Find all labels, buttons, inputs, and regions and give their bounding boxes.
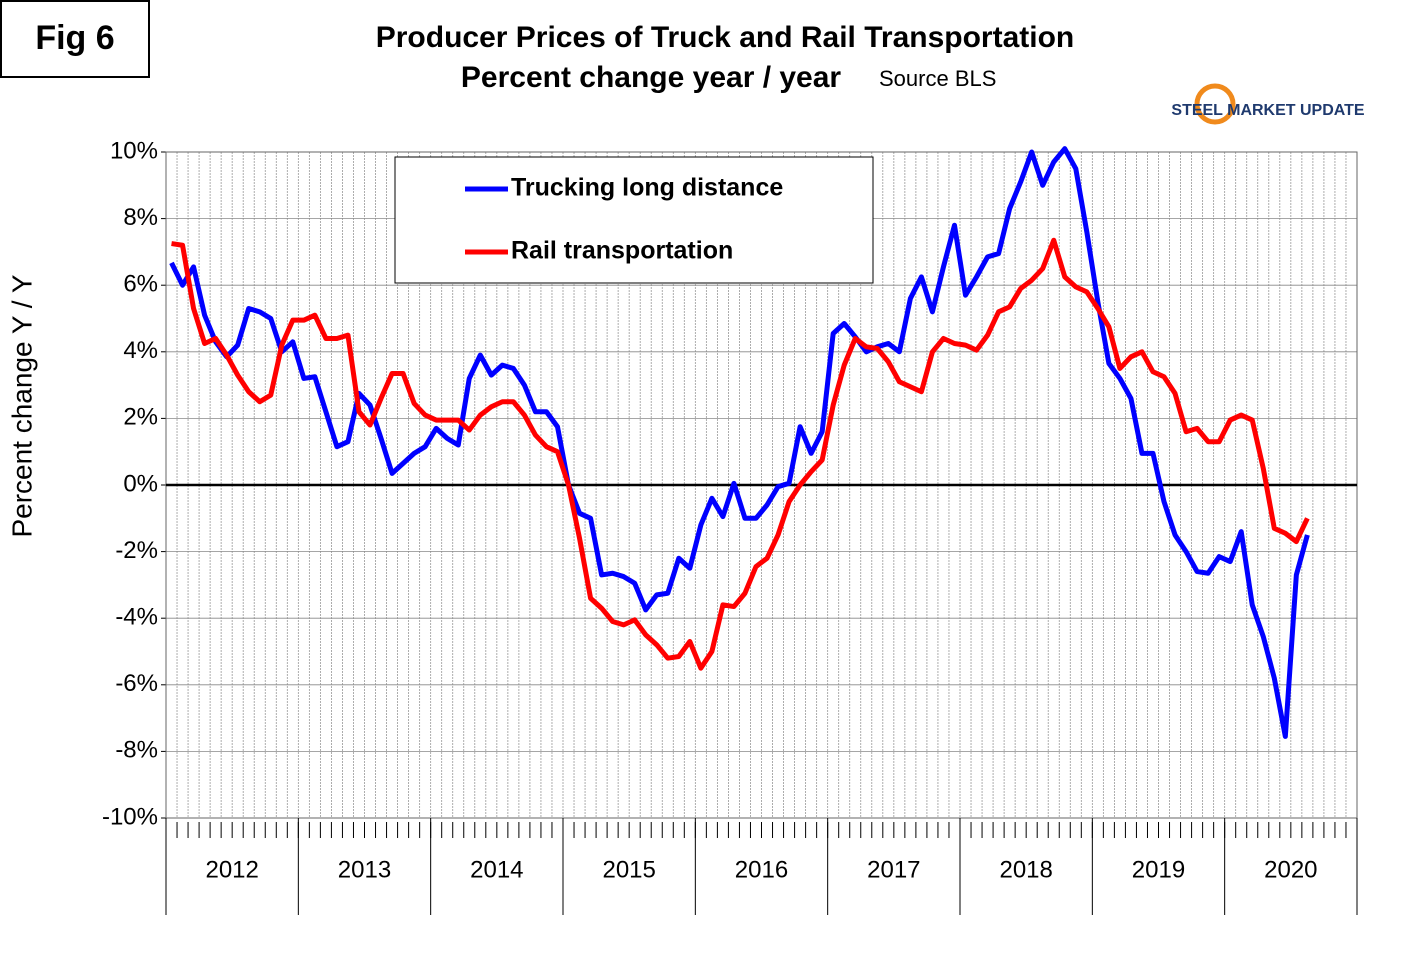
source-note: Source BLS [879, 66, 996, 91]
x-tick-label: 2020 [1264, 856, 1317, 883]
y-tick-label: -10% [102, 803, 158, 830]
y-tick-label: 6% [123, 271, 158, 298]
x-tick-label: 2019 [1132, 856, 1185, 883]
x-tick-label: 2016 [735, 856, 788, 883]
x-tick-label: 2013 [338, 856, 391, 883]
x-tick-label: 2012 [205, 856, 258, 883]
x-tick-label: 2017 [867, 856, 920, 883]
x-tick-label: 2014 [470, 856, 523, 883]
legend-label: Rail transportation [511, 237, 733, 265]
chart-subtitle: Percent change year / year [461, 61, 842, 94]
legend-box [394, 156, 874, 284]
brand-logo-ring [1194, 83, 1236, 125]
figure-label-box [0, 0, 150, 78]
chart-title: Producer Prices of Truck and Rail Transp… [376, 21, 1075, 54]
y-tick-label: -8% [115, 737, 158, 764]
y-tick-label: 4% [123, 337, 158, 364]
x-tick-label: 2018 [999, 856, 1052, 883]
series-line [171, 237, 1310, 671]
y-tick-label: -6% [115, 670, 158, 697]
y-tick-label: 2% [123, 404, 158, 431]
legend-label: Trucking long distance [511, 174, 783, 202]
y-tick-label: 8% [123, 204, 158, 231]
figure-label: Fig 6 [35, 19, 114, 57]
x-tick-label: 2015 [602, 856, 655, 883]
y-axis-title: Percent change Y / Y [6, 274, 37, 537]
y-tick-label: 0% [123, 470, 158, 497]
y-tick-label: 10% [110, 137, 158, 164]
y-tick-label: -2% [115, 537, 158, 564]
series-line [169, 146, 1310, 739]
plot-area: 10% 8% 6% 4% 2% 0% -2% -4% -6% -8% -10% 2012 2013 201… [102, 137, 1358, 915]
y-tick-label: -4% [115, 604, 158, 631]
brand-name: STEEL MARKET UPDATE [1171, 102, 1365, 119]
